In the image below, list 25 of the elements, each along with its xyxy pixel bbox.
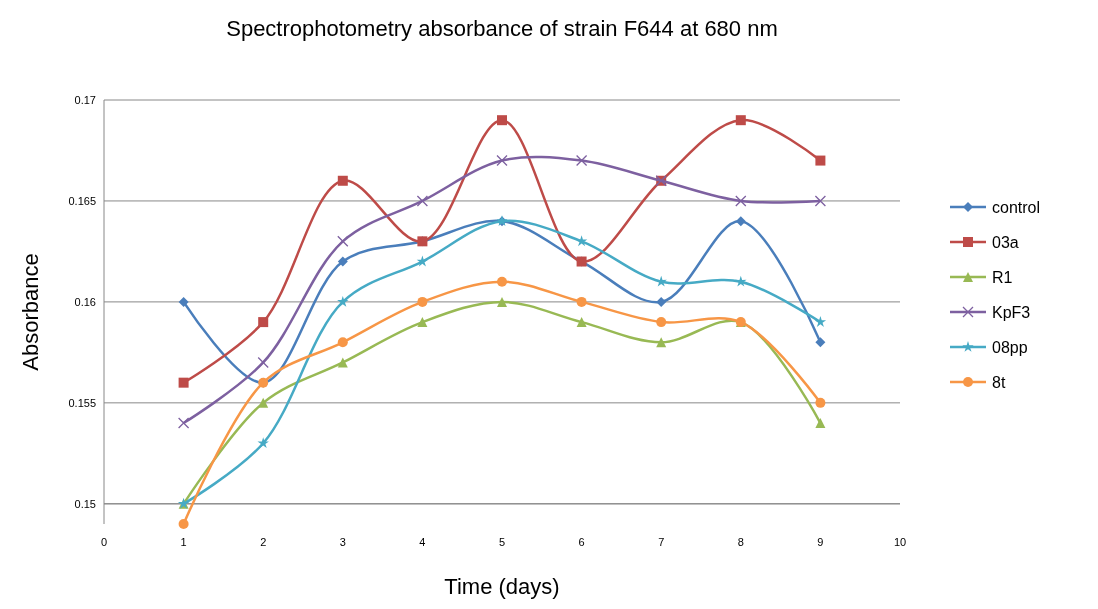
x-tick-label: 10 <box>893 536 907 548</box>
legend-label: R1 <box>992 268 1013 286</box>
y-axis-title: Absorbance <box>18 253 43 371</box>
y-tick-label: 0.15 <box>74 497 96 510</box>
x-axis-title: Time (days) <box>444 574 560 599</box>
x-tick-label: 6 <box>578 536 585 548</box>
x-tick-label: 2 <box>260 536 267 548</box>
y-tick-label: 0.155 <box>68 396 96 409</box>
chart-title: Spectrophotometry absorbance of strain F644 at 680 nm <box>226 16 778 41</box>
y-tick-label: 0.17 <box>74 93 96 106</box>
x-tick-label: 1 <box>180 536 187 548</box>
x-tick-label: 8 <box>737 536 744 548</box>
x-tick-label: 3 <box>339 536 346 548</box>
legend-label: 8t <box>992 373 1006 391</box>
legend-label: 08pp <box>992 338 1028 356</box>
x-tick-label: 7 <box>658 536 665 548</box>
x-tick-label: 4 <box>419 536 426 548</box>
x-tick-label: 0 <box>100 536 108 548</box>
x-tick-label: 9 <box>817 536 824 548</box>
legend-label: KpF3 <box>992 303 1031 321</box>
legend-label: 03a <box>992 233 1019 251</box>
legend-label: control <box>992 198 1041 216</box>
y-tick-label: 0.16 <box>74 295 96 308</box>
x-tick-label: 5 <box>498 536 506 548</box>
y-tick-label: 0.165 <box>68 194 96 207</box>
